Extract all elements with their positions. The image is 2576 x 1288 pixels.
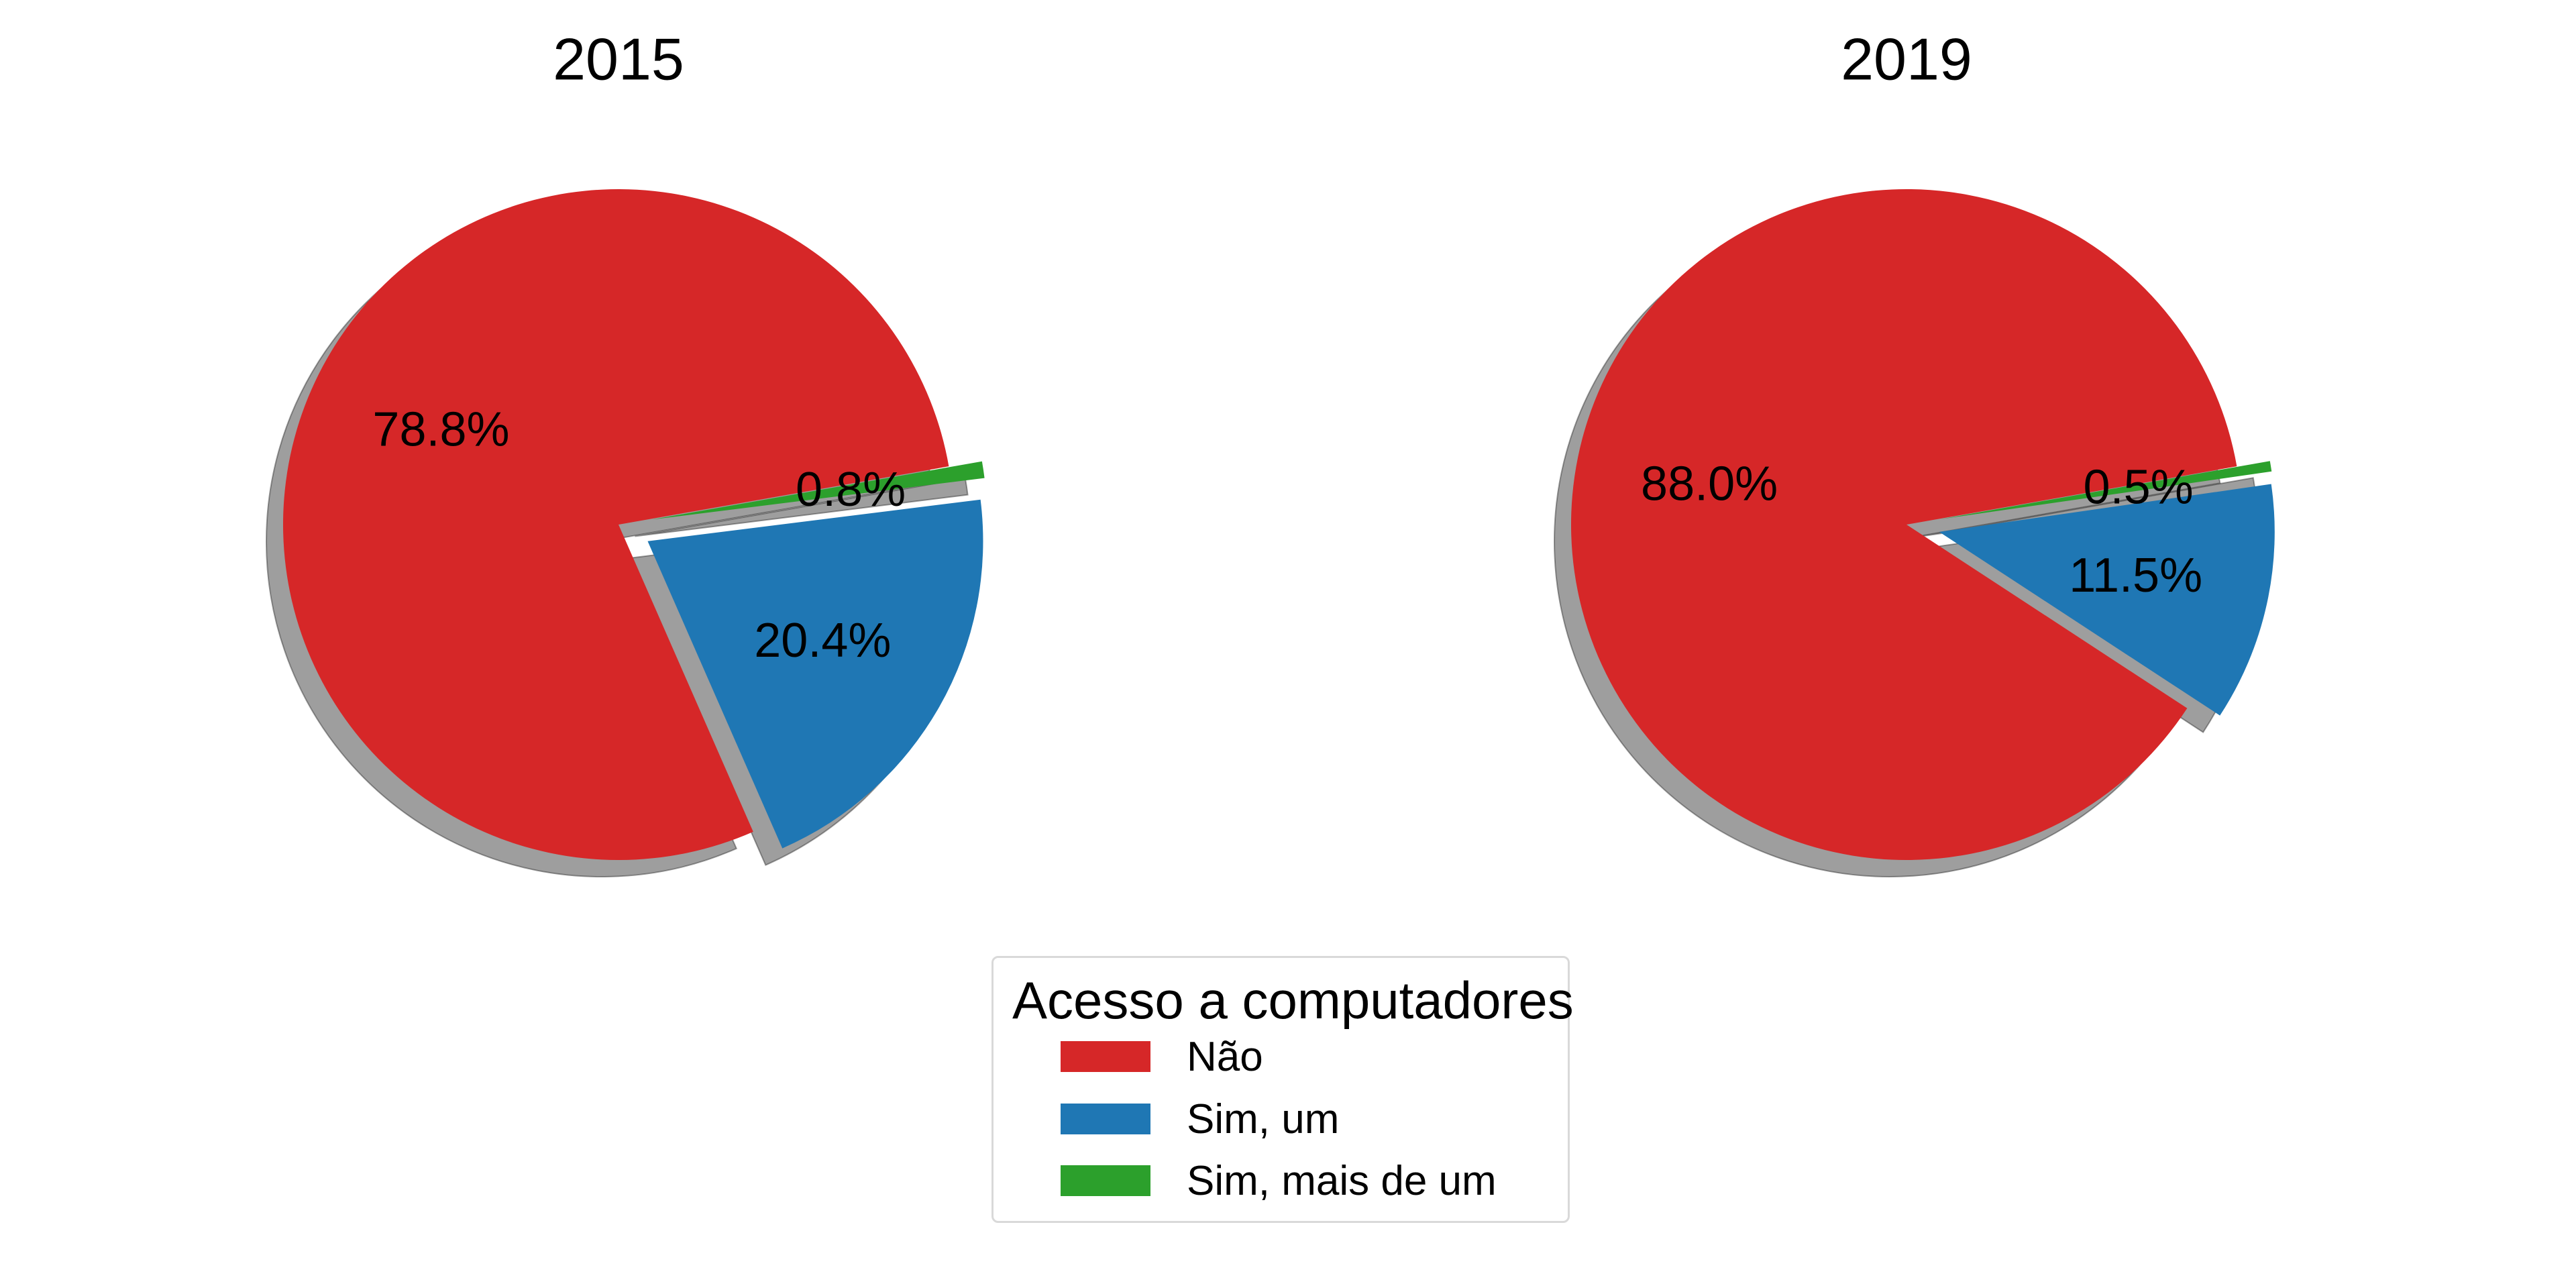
pie-title: 2019 (1841, 26, 1972, 93)
legend-swatch-nao (1061, 1041, 1150, 1072)
pie-slice-sim-mais-de-um (651, 461, 985, 520)
legend-item-sim-mais: Sim, mais de um (1061, 1158, 1497, 1204)
legend-item-sim-um: Sim, um (1061, 1096, 1339, 1142)
pie-label-sim-mais-de-um: 0.8% (796, 463, 906, 517)
legend-item-nao: Não (1061, 1034, 1263, 1080)
pie-label-nao: 78.8% (372, 402, 509, 456)
legend-swatch-sim-mais (1061, 1165, 1150, 1196)
legend-title: Acesso a computadores (1012, 971, 1574, 1030)
pie-label-sim-mais-de-um: 0.5% (2084, 461, 2194, 515)
legend-label-sim-mais: Sim, mais de um (1187, 1157, 1497, 1204)
legend-swatch-sim-um (1061, 1104, 1150, 1134)
pie-2019: 88.0% 11.5% 0.5% 2019 (1553, 26, 2275, 877)
pie-title: 2015 (553, 26, 684, 93)
pie-label-sim-um: 20.4% (754, 614, 891, 667)
legend-label-nao: Não (1187, 1033, 1263, 1080)
pie-slice-nao (283, 189, 949, 861)
pie-slice-sim-um (1939, 484, 2275, 716)
pie-label-sim-um: 11.5% (2069, 549, 2202, 602)
pie-slice-sim-mais-de-um (1939, 461, 2272, 520)
pie-label-nao: 88.0% (1641, 458, 1778, 511)
legend: Acesso a computadores Não Sim, um Sim, m… (991, 956, 1574, 1223)
pie-2015: 78.8% 20.4% 0.8% 2015 (266, 26, 985, 877)
pie-slice-nao (1571, 189, 2237, 860)
legend-label-sim-um: Sim, um (1187, 1095, 1340, 1142)
pie-slice-sim-um (647, 499, 983, 849)
